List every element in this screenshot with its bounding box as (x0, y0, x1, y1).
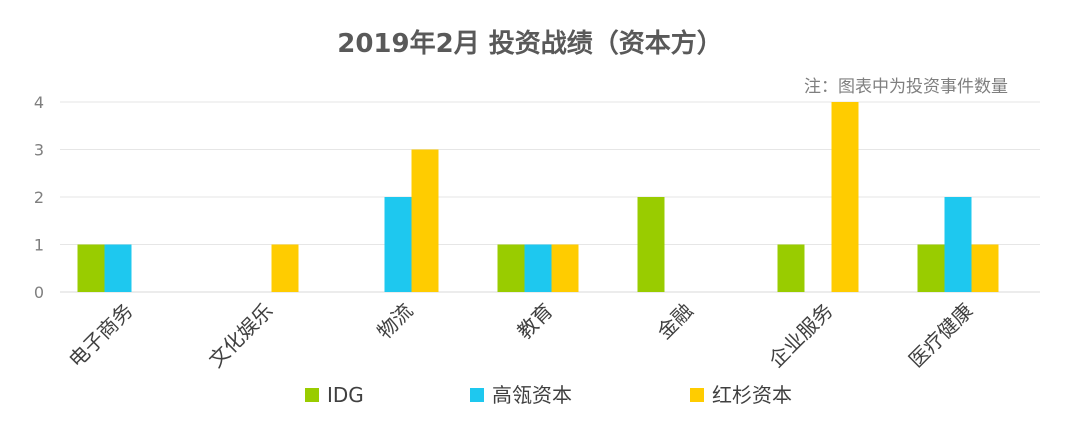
chart-note: 注：图表中为投资事件数量 (804, 77, 1008, 97)
y-tick-label: 2 (34, 188, 44, 207)
legend-swatch (470, 388, 484, 402)
y-axis-ticks: 0 1 2 3 4 (34, 93, 44, 302)
x-category-label: 物流 (372, 299, 417, 344)
x-category-label: 教育 (512, 299, 557, 344)
gridlines (60, 101, 1040, 293)
y-tick-label: 4 (34, 93, 44, 112)
bar (944, 197, 972, 292)
y-tick-label: 0 (34, 283, 44, 302)
bar (384, 197, 412, 292)
bar (917, 244, 945, 292)
x-category-label: 企业服务 (764, 299, 838, 373)
x-category-label: 医疗健康 (904, 299, 978, 373)
bar (104, 244, 132, 292)
chart-title: 2019年2月 投资战绩（资本方） (337, 28, 723, 59)
legend-label: IDG (327, 383, 364, 407)
bar (271, 244, 299, 292)
bar (524, 244, 552, 292)
bar (497, 244, 525, 292)
legend-label: 红杉资本 (712, 383, 792, 407)
legend-swatch (690, 388, 704, 402)
x-category-label: 金融 (652, 299, 697, 344)
bar (971, 244, 999, 292)
x-axis-categories: 电子商务 文化娱乐 物流 教育 金融 企业服务 医疗健康 (64, 299, 978, 373)
x-category-label: 文化娱乐 (204, 299, 278, 373)
bar (637, 197, 665, 292)
x-category-label: 电子商务 (64, 299, 138, 373)
bars (77, 102, 999, 292)
bar (77, 244, 105, 292)
legend: IDG 高瓴资本 红杉资本 (305, 383, 792, 407)
y-tick-label: 1 (34, 236, 44, 255)
bar (831, 102, 859, 292)
bar (777, 244, 805, 292)
bar (411, 149, 439, 292)
y-tick-label: 3 (34, 141, 44, 160)
legend-swatch (305, 388, 319, 402)
legend-label: 高瓴资本 (492, 383, 572, 407)
bar (551, 244, 579, 292)
